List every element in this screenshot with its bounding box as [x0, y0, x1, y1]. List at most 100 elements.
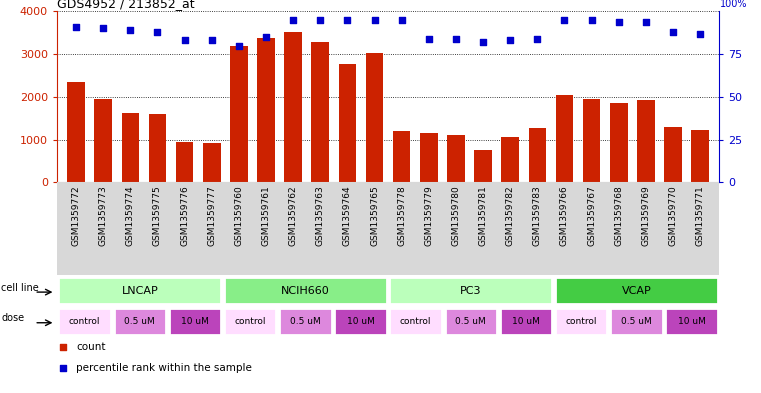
- Point: [504, 37, 516, 44]
- Point: [640, 18, 652, 25]
- Point: [559, 17, 571, 23]
- Point: [613, 18, 625, 25]
- Bar: [529, 128, 546, 182]
- Bar: [610, 308, 663, 335]
- Text: GSM1359778: GSM1359778: [397, 185, 406, 246]
- Bar: [59, 277, 221, 304]
- Point: [57, 365, 69, 372]
- Bar: [444, 308, 497, 335]
- Point: [450, 36, 462, 42]
- Bar: [257, 38, 275, 182]
- Text: GSM1359766: GSM1359766: [560, 185, 569, 246]
- Point: [97, 25, 110, 31]
- Bar: [556, 95, 573, 182]
- Text: GSM1359777: GSM1359777: [207, 185, 216, 246]
- Text: GSM1359764: GSM1359764: [343, 185, 352, 246]
- Text: 0.5 uM: 0.5 uM: [125, 317, 155, 326]
- Text: 0.5 uM: 0.5 uM: [621, 317, 651, 326]
- Point: [151, 29, 164, 35]
- Point: [260, 34, 272, 40]
- Text: GSM1359773: GSM1359773: [99, 185, 108, 246]
- Text: control: control: [400, 317, 431, 326]
- Text: 10 uM: 10 uM: [181, 317, 209, 326]
- Bar: [500, 308, 552, 335]
- Text: VCAP: VCAP: [622, 286, 651, 296]
- Bar: [311, 42, 329, 182]
- Text: GSM1359771: GSM1359771: [696, 185, 705, 246]
- Text: GSM1359781: GSM1359781: [479, 185, 488, 246]
- Text: 0.5 uM: 0.5 uM: [456, 317, 486, 326]
- Text: 100%: 100%: [720, 0, 747, 9]
- Bar: [555, 308, 607, 335]
- Text: GSM1359780: GSM1359780: [451, 185, 460, 246]
- Text: cell line: cell line: [2, 283, 39, 293]
- Bar: [339, 64, 356, 182]
- Text: GSM1359765: GSM1359765: [370, 185, 379, 246]
- Bar: [610, 103, 628, 182]
- Text: PC3: PC3: [460, 286, 482, 296]
- Text: GSM1359774: GSM1359774: [126, 185, 135, 246]
- Text: NCIH660: NCIH660: [281, 286, 330, 296]
- Text: GSM1359767: GSM1359767: [587, 185, 596, 246]
- Bar: [285, 32, 302, 182]
- Point: [70, 24, 82, 30]
- Bar: [420, 133, 438, 182]
- Text: GDS4952 / 213852_at: GDS4952 / 213852_at: [57, 0, 195, 10]
- Point: [205, 37, 218, 44]
- Point: [531, 36, 543, 42]
- Text: GSM1359760: GSM1359760: [234, 185, 244, 246]
- Bar: [94, 99, 112, 182]
- Bar: [665, 308, 718, 335]
- Point: [287, 17, 299, 23]
- Text: GSM1359779: GSM1359779: [425, 185, 433, 246]
- Bar: [113, 308, 166, 335]
- Point: [694, 31, 706, 37]
- Point: [57, 343, 69, 350]
- Bar: [366, 53, 384, 182]
- Point: [342, 17, 354, 23]
- Point: [477, 39, 489, 45]
- Bar: [176, 142, 193, 182]
- Bar: [691, 130, 709, 182]
- Point: [667, 29, 679, 35]
- Text: 10 uM: 10 uM: [677, 317, 705, 326]
- Bar: [393, 131, 410, 182]
- Bar: [390, 308, 442, 335]
- Text: GSM1359769: GSM1359769: [642, 185, 651, 246]
- Text: GSM1359783: GSM1359783: [533, 185, 542, 246]
- Text: percentile rank within the sample: percentile rank within the sample: [76, 364, 252, 373]
- Bar: [334, 308, 387, 335]
- Text: control: control: [69, 317, 100, 326]
- Bar: [169, 308, 221, 335]
- Point: [585, 17, 597, 23]
- Bar: [447, 135, 465, 182]
- Text: GSM1359782: GSM1359782: [506, 185, 514, 246]
- Bar: [148, 114, 167, 182]
- Bar: [224, 277, 387, 304]
- Bar: [637, 100, 654, 182]
- Bar: [664, 127, 682, 182]
- Text: 10 uM: 10 uM: [512, 317, 540, 326]
- Text: GSM1359763: GSM1359763: [316, 185, 325, 246]
- Text: GSM1359772: GSM1359772: [72, 185, 81, 246]
- Point: [233, 42, 245, 49]
- Text: GSM1359770: GSM1359770: [668, 185, 677, 246]
- Text: control: control: [565, 317, 597, 326]
- Point: [124, 27, 136, 33]
- Bar: [203, 143, 221, 182]
- Point: [422, 36, 435, 42]
- Bar: [279, 308, 332, 335]
- Bar: [230, 46, 247, 182]
- Bar: [583, 99, 600, 182]
- Point: [179, 37, 191, 44]
- Text: GSM1359776: GSM1359776: [180, 185, 189, 246]
- Text: GSM1359775: GSM1359775: [153, 185, 162, 246]
- Bar: [474, 150, 492, 182]
- Bar: [59, 308, 111, 335]
- Text: 10 uM: 10 uM: [346, 317, 374, 326]
- Text: count: count: [76, 342, 106, 352]
- Text: GSM1359761: GSM1359761: [262, 185, 270, 246]
- Bar: [555, 277, 718, 304]
- Point: [368, 17, 380, 23]
- Bar: [122, 113, 139, 182]
